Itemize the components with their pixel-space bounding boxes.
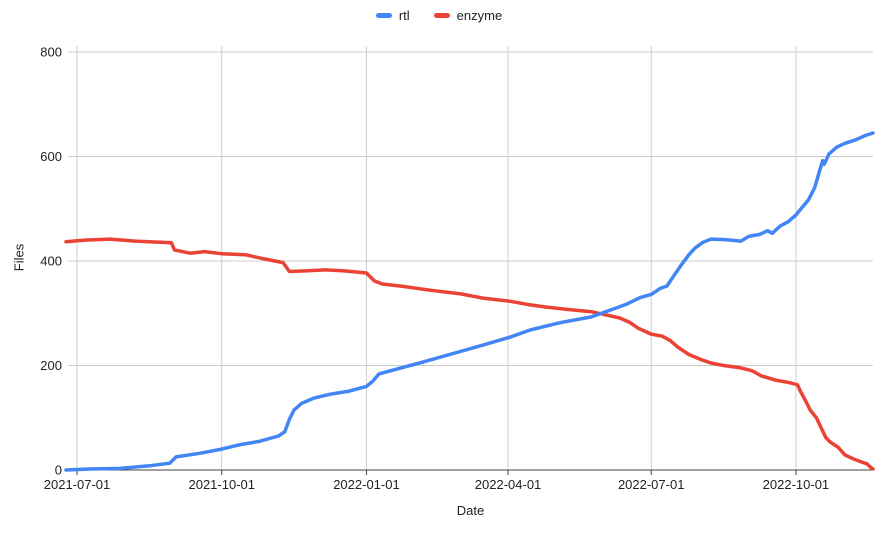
y-tick-label: 600	[40, 149, 62, 164]
x-tick-label: 2022-10-01	[763, 477, 830, 492]
legend-label-enzyme: enzyme	[456, 8, 503, 23]
x-tick-label: 2022-01-01	[333, 477, 400, 492]
series-line-enzyme	[64, 237, 875, 471]
series-line-rtl	[64, 131, 875, 472]
x-tick-label: 2021-07-01	[44, 477, 111, 492]
legend-label-rtl: rtl	[398, 8, 410, 23]
x-tick-label: 2022-04-01	[475, 477, 542, 492]
y-tick-label: 800	[40, 45, 62, 60]
legend-item-enzyme[interactable]: enzyme	[433, 8, 503, 23]
y-tick-label: 400	[40, 254, 62, 269]
x-axis-title: Date	[456, 503, 485, 518]
legend-swatch-rtl-icon	[375, 13, 392, 18]
x-tick-label: 2022-07-01	[618, 477, 685, 492]
legend-item-rtl[interactable]: rtl	[375, 8, 410, 23]
chart-legend: rtl enzyme	[0, 8, 878, 23]
y-tick-label: 0	[55, 463, 62, 478]
legend-swatch-enzyme-icon	[433, 13, 450, 18]
x-tick-label: 2021-10-01	[188, 477, 255, 492]
y-tick-label: 200	[40, 358, 62, 373]
y-axis-title: Files	[11, 243, 27, 272]
